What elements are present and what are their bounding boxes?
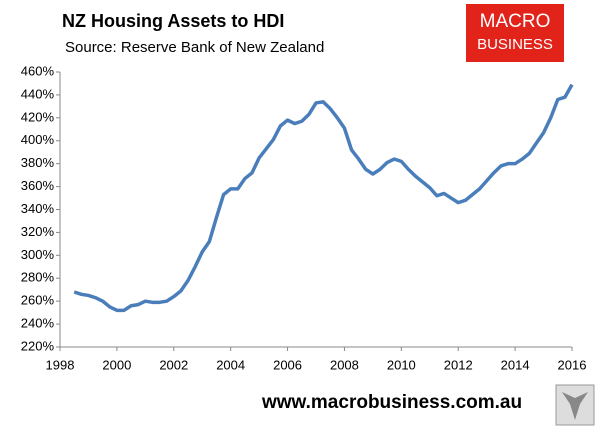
x-tick-label: 2010	[387, 357, 416, 372]
x-tick-label: 2014	[501, 357, 530, 372]
x-tick-label: 1998	[46, 357, 75, 372]
y-tick-label: 300%	[21, 247, 55, 262]
y-tick-label: 420%	[21, 109, 55, 124]
logo-text: BUSINESS	[477, 36, 553, 53]
x-tick-label: 2008	[330, 357, 359, 372]
y-tick-label: 460%	[21, 63, 55, 78]
logo-text: MACRO	[480, 11, 551, 32]
y-tick-label: 280%	[21, 270, 55, 285]
data-line	[73, 83, 574, 313]
x-tick-label: 2004	[216, 357, 245, 372]
chart-subtitle: Source: Reserve Bank of New Zealand	[65, 39, 324, 56]
x-tick-label: 2002	[159, 357, 188, 372]
x-tick-label: 2016	[558, 357, 587, 372]
y-tick-label: 380%	[21, 155, 55, 170]
y-tick-label: 400%	[21, 132, 55, 147]
y-tick-label: 320%	[21, 224, 55, 239]
y-tick-label: 340%	[21, 201, 55, 216]
x-tick-label: 2000	[102, 357, 131, 372]
y-tick-label: 220%	[21, 338, 55, 353]
y-tick-label: 360%	[21, 178, 55, 193]
wolf-icon	[562, 392, 588, 420]
y-tick-label: 240%	[21, 316, 55, 331]
x-tick-label: 2012	[444, 357, 473, 372]
chart-title: NZ Housing Assets to HDI	[62, 11, 284, 31]
website: www.macrobusiness.com.au	[261, 392, 522, 413]
y-tick-label: 260%	[21, 293, 55, 308]
x-tick-label: 2006	[273, 357, 302, 372]
logo-box	[466, 4, 564, 62]
y-tick-label: 440%	[21, 86, 55, 101]
